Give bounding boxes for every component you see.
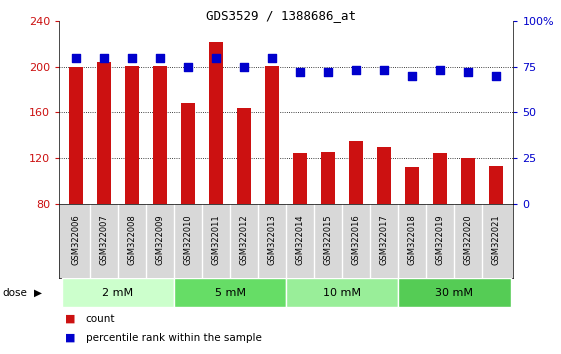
Bar	[321, 152, 335, 204]
Bar	[398, 279, 511, 307]
Bar	[209, 42, 223, 204]
Text: GSM322017: GSM322017	[380, 215, 389, 266]
Text: GSM322010: GSM322010	[183, 215, 192, 266]
Text: GSM322020: GSM322020	[464, 215, 473, 266]
Bar	[174, 279, 286, 307]
Text: 10 mM: 10 mM	[323, 288, 361, 298]
Text: GSM322021: GSM322021	[492, 215, 501, 266]
Text: GSM322011: GSM322011	[211, 215, 220, 266]
Text: GSM322006: GSM322006	[71, 215, 80, 266]
Text: ■: ■	[65, 333, 75, 343]
Text: GSM322014: GSM322014	[296, 215, 305, 266]
Text: GSM322008: GSM322008	[127, 215, 136, 266]
Text: GDS3529 / 1388686_at: GDS3529 / 1388686_at	[205, 9, 356, 22]
Text: ▶: ▶	[34, 288, 42, 298]
Point	[408, 73, 417, 79]
Text: GSM322007: GSM322007	[99, 215, 108, 266]
Point	[99, 55, 108, 61]
Bar	[125, 66, 139, 204]
Point	[324, 69, 333, 75]
Bar	[62, 279, 174, 307]
Bar	[181, 103, 195, 204]
Text: percentile rank within the sample: percentile rank within the sample	[86, 333, 262, 343]
Text: 30 mM: 30 mM	[435, 288, 473, 298]
Text: GSM322019: GSM322019	[436, 215, 445, 266]
Text: dose: dose	[3, 288, 27, 298]
Text: GSM322018: GSM322018	[408, 215, 417, 266]
Point	[127, 55, 136, 61]
Bar	[97, 62, 111, 204]
Bar	[265, 66, 279, 204]
Point	[492, 73, 501, 79]
Point	[211, 55, 220, 61]
Bar	[434, 153, 448, 204]
Bar	[490, 166, 504, 204]
Text: GSM322016: GSM322016	[352, 215, 361, 266]
Bar	[378, 147, 392, 204]
Point	[268, 55, 277, 61]
Bar	[293, 153, 307, 204]
Point	[240, 64, 249, 70]
Text: count: count	[86, 314, 116, 324]
Bar	[406, 167, 420, 204]
Text: GSM322009: GSM322009	[155, 215, 164, 266]
Text: ■: ■	[65, 314, 75, 324]
Bar	[350, 141, 364, 204]
Point	[436, 68, 445, 73]
Bar	[462, 158, 476, 204]
Point	[296, 69, 305, 75]
Text: 5 mM: 5 mM	[214, 288, 246, 298]
Text: GSM322013: GSM322013	[268, 215, 277, 266]
Bar	[286, 279, 398, 307]
Text: GSM322015: GSM322015	[324, 215, 333, 266]
Point	[380, 68, 389, 73]
Point	[464, 69, 473, 75]
Point	[183, 64, 192, 70]
Text: GSM322012: GSM322012	[240, 215, 249, 266]
Bar	[68, 67, 83, 204]
Point	[352, 68, 361, 73]
Text: 2 mM: 2 mM	[102, 288, 134, 298]
Point	[71, 55, 80, 61]
Point	[155, 55, 164, 61]
Bar	[153, 66, 167, 204]
Bar	[237, 108, 251, 204]
